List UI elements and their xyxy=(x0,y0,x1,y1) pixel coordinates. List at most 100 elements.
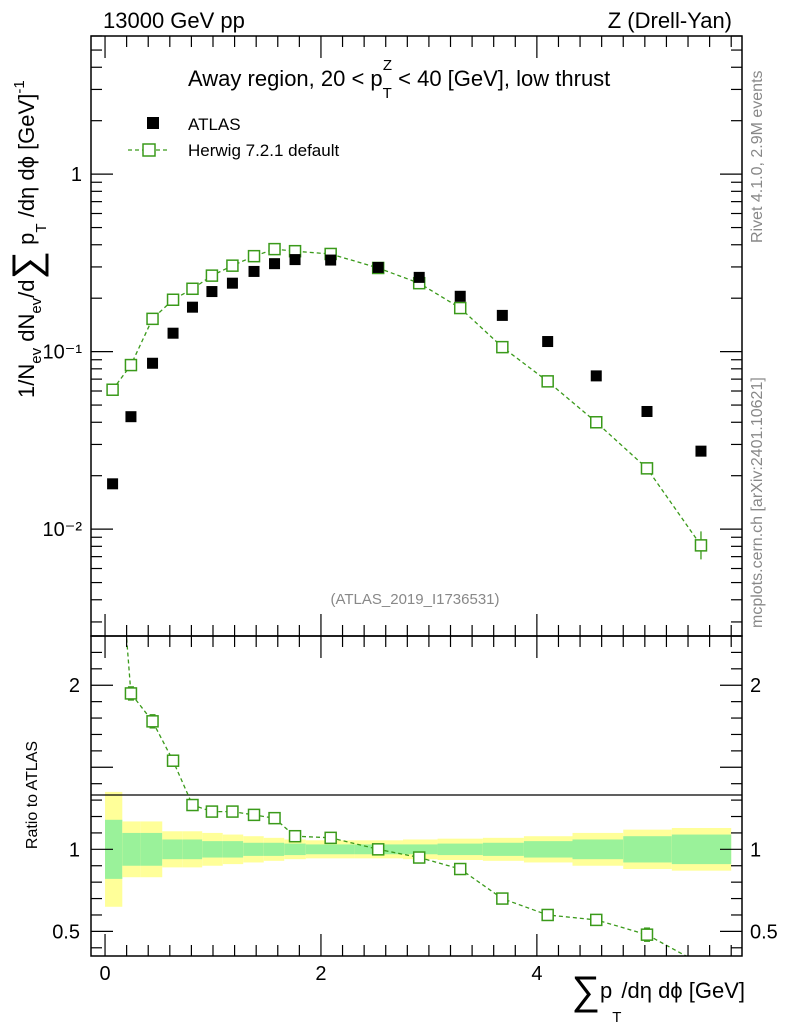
ratio-band-inner xyxy=(623,836,672,863)
ratio-point xyxy=(412,851,426,864)
ratio-band-inner xyxy=(140,832,163,866)
main-ylabel-p3: /d xyxy=(14,279,39,297)
atlas-point xyxy=(372,261,384,273)
legend-herwig-label: Herwig 7.2.1 default xyxy=(188,141,339,160)
atlas-point xyxy=(269,258,281,270)
ratio-point xyxy=(166,754,180,767)
ratio-point xyxy=(496,892,509,905)
ratio-band-inner xyxy=(182,839,203,860)
herwig-point xyxy=(186,282,199,296)
main-title-sup: Z xyxy=(383,57,392,74)
main-ylabel-text: 1/Nev dNev/d∑ pT /dη dϕ [GeV]-1 xyxy=(5,80,50,398)
herwig-point xyxy=(226,259,239,272)
ratio-point xyxy=(541,908,554,922)
ratio-ylabel: Ratio to ATLAS xyxy=(24,741,41,849)
herwig-point xyxy=(146,312,159,326)
xtick-label: 0 xyxy=(99,963,110,985)
main-title: Away region, 20 < pTZ < 40 [GeV], low th… xyxy=(188,57,610,102)
ratio-point xyxy=(324,831,337,845)
mcplots-label: mcplots.cern.ch [arXiv:2401.10621] xyxy=(749,377,766,628)
herwig-point xyxy=(590,416,603,429)
ratio-frame xyxy=(90,635,743,957)
main-plot-marks xyxy=(106,242,708,560)
ratio-point xyxy=(453,862,467,876)
main-ylabel-ev2: ev xyxy=(28,297,45,313)
xaxis-label-p: p xyxy=(600,978,612,1003)
xaxis-label-rest: /dη dϕ [GeV] xyxy=(621,978,745,1003)
xaxis-label: ∑pT/dη dϕ [GeV] xyxy=(571,969,745,1024)
herwig-point xyxy=(205,269,219,282)
ratio-panel: 0 2 4 0.5 0.5 1 1 2 2 xyxy=(52,635,778,985)
ratio-axis-ticks: 0 2 4 0.5 0.5 1 1 2 2 xyxy=(52,635,778,985)
atlas-point xyxy=(206,286,218,298)
atlas-point xyxy=(125,411,137,423)
main-ytick-label: 10⁻¹ xyxy=(43,342,83,364)
main-ytick-label: 1 xyxy=(71,164,82,186)
ratio-ytick-label-left: 0.5 xyxy=(52,921,80,943)
main-ylabel-p1: 1/N xyxy=(14,364,39,398)
ratio-series xyxy=(124,636,688,956)
xaxis-label-t: T xyxy=(612,1009,621,1024)
atlas-point xyxy=(226,277,238,289)
herwig-point xyxy=(124,358,138,372)
main-ylabel-sum: ∑ xyxy=(5,251,49,280)
ratio-point xyxy=(590,913,603,927)
rivet-label: Rivet 4.1.0, 2.9M events xyxy=(749,70,766,243)
ratio-point xyxy=(186,798,199,812)
ratio-ytick-label-left: 1 xyxy=(69,839,80,861)
ratio-band-inner xyxy=(403,844,438,855)
xtick-label: 4 xyxy=(531,963,542,985)
atlas-point xyxy=(248,265,260,277)
main-ylabel-p4: p xyxy=(14,233,39,251)
main-ylabel-p5: /dη dϕ [GeV] xyxy=(14,94,39,224)
xaxis-label-sum: ∑ xyxy=(571,969,600,1013)
atlas-point xyxy=(186,301,198,313)
ratio-line xyxy=(125,636,688,956)
herwig-point xyxy=(247,249,261,263)
atlas-point xyxy=(167,327,179,339)
legend-atlas-marker xyxy=(147,117,159,129)
herwig-line xyxy=(112,248,702,546)
ratio-point xyxy=(288,829,302,843)
ratio-ytick-label-left: 2 xyxy=(69,675,80,697)
ratio-band-inner xyxy=(523,841,573,858)
ratio-band-inner xyxy=(305,844,355,855)
ratio-point xyxy=(124,687,138,700)
atlas-point xyxy=(496,309,508,321)
ratio-band-inner xyxy=(243,842,264,856)
main-title-before: Away region, 20 < p xyxy=(188,66,383,91)
main-ylabel-ev1: ev xyxy=(28,347,45,363)
herwig-point xyxy=(453,301,467,315)
main-title-after: < 40 [GeV], low thrust xyxy=(392,66,610,91)
ratio-point xyxy=(371,843,385,856)
ratio-band-inner xyxy=(202,841,223,858)
herwig-point xyxy=(496,340,509,354)
header-left-label: 13000 GeV pp xyxy=(103,8,245,33)
main-panel: 1 10⁻¹ 10⁻² Away region, 20 < pTZ < 40 [Ge… xyxy=(43,35,743,637)
herwig-point xyxy=(106,383,119,396)
ratio-point xyxy=(226,805,239,818)
ratio-band-inner xyxy=(222,841,244,858)
ratio-ytick-label-right: 2 xyxy=(750,675,761,697)
herwig-point xyxy=(268,242,281,256)
atlas-point xyxy=(641,405,653,417)
analysis-watermark: (ATLAS_2019_I1736531) xyxy=(330,591,499,608)
header-right-label: Z (Drell-Yan) xyxy=(608,8,732,33)
main-title-sub: T xyxy=(383,85,392,102)
ratio-band-inner xyxy=(263,842,285,856)
herwig-point xyxy=(694,539,708,552)
atlas-point xyxy=(542,336,554,348)
main-axis-ticks: 1 10⁻¹ 10⁻² xyxy=(43,35,742,636)
main-ylabel-t: T xyxy=(33,223,50,232)
atlas-point xyxy=(454,290,466,302)
legend-herwig-marker xyxy=(142,143,156,157)
atlas-point xyxy=(147,357,159,369)
ratio-band-inner xyxy=(122,832,141,866)
atlas-point xyxy=(413,271,425,283)
ratio-point xyxy=(146,715,159,728)
xtick-label: 2 xyxy=(315,963,326,985)
ratio-band-inner xyxy=(105,819,123,879)
ratio-band-inner xyxy=(437,843,483,856)
atlas-point xyxy=(325,254,337,266)
